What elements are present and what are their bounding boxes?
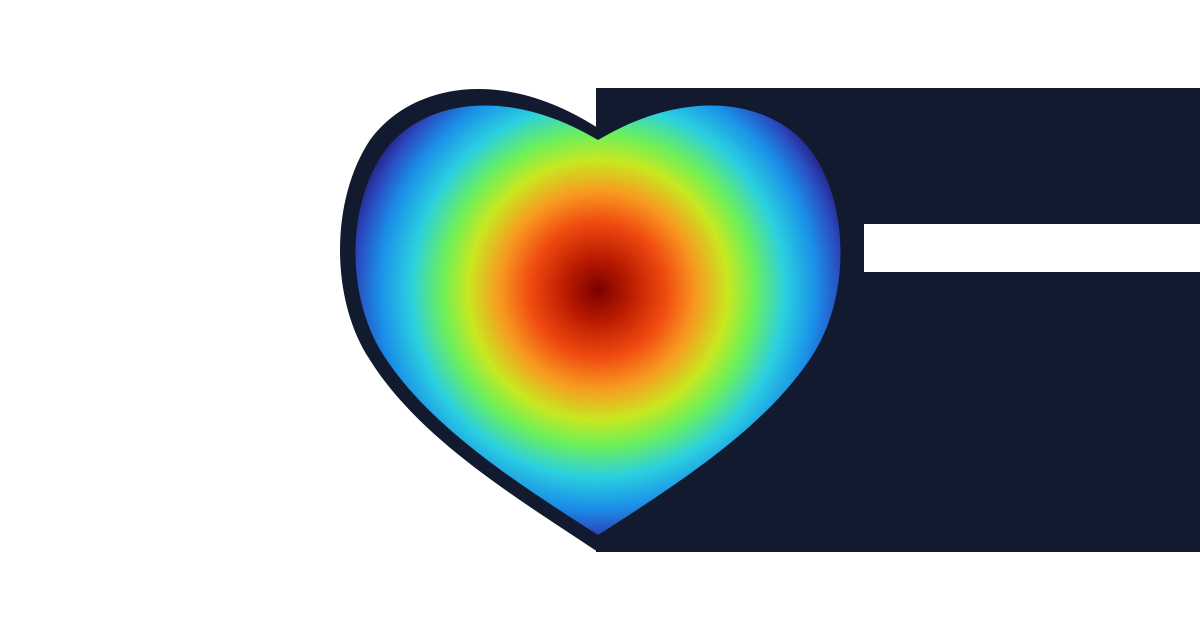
heart-icon [355,105,841,535]
white-slot [864,224,1200,272]
